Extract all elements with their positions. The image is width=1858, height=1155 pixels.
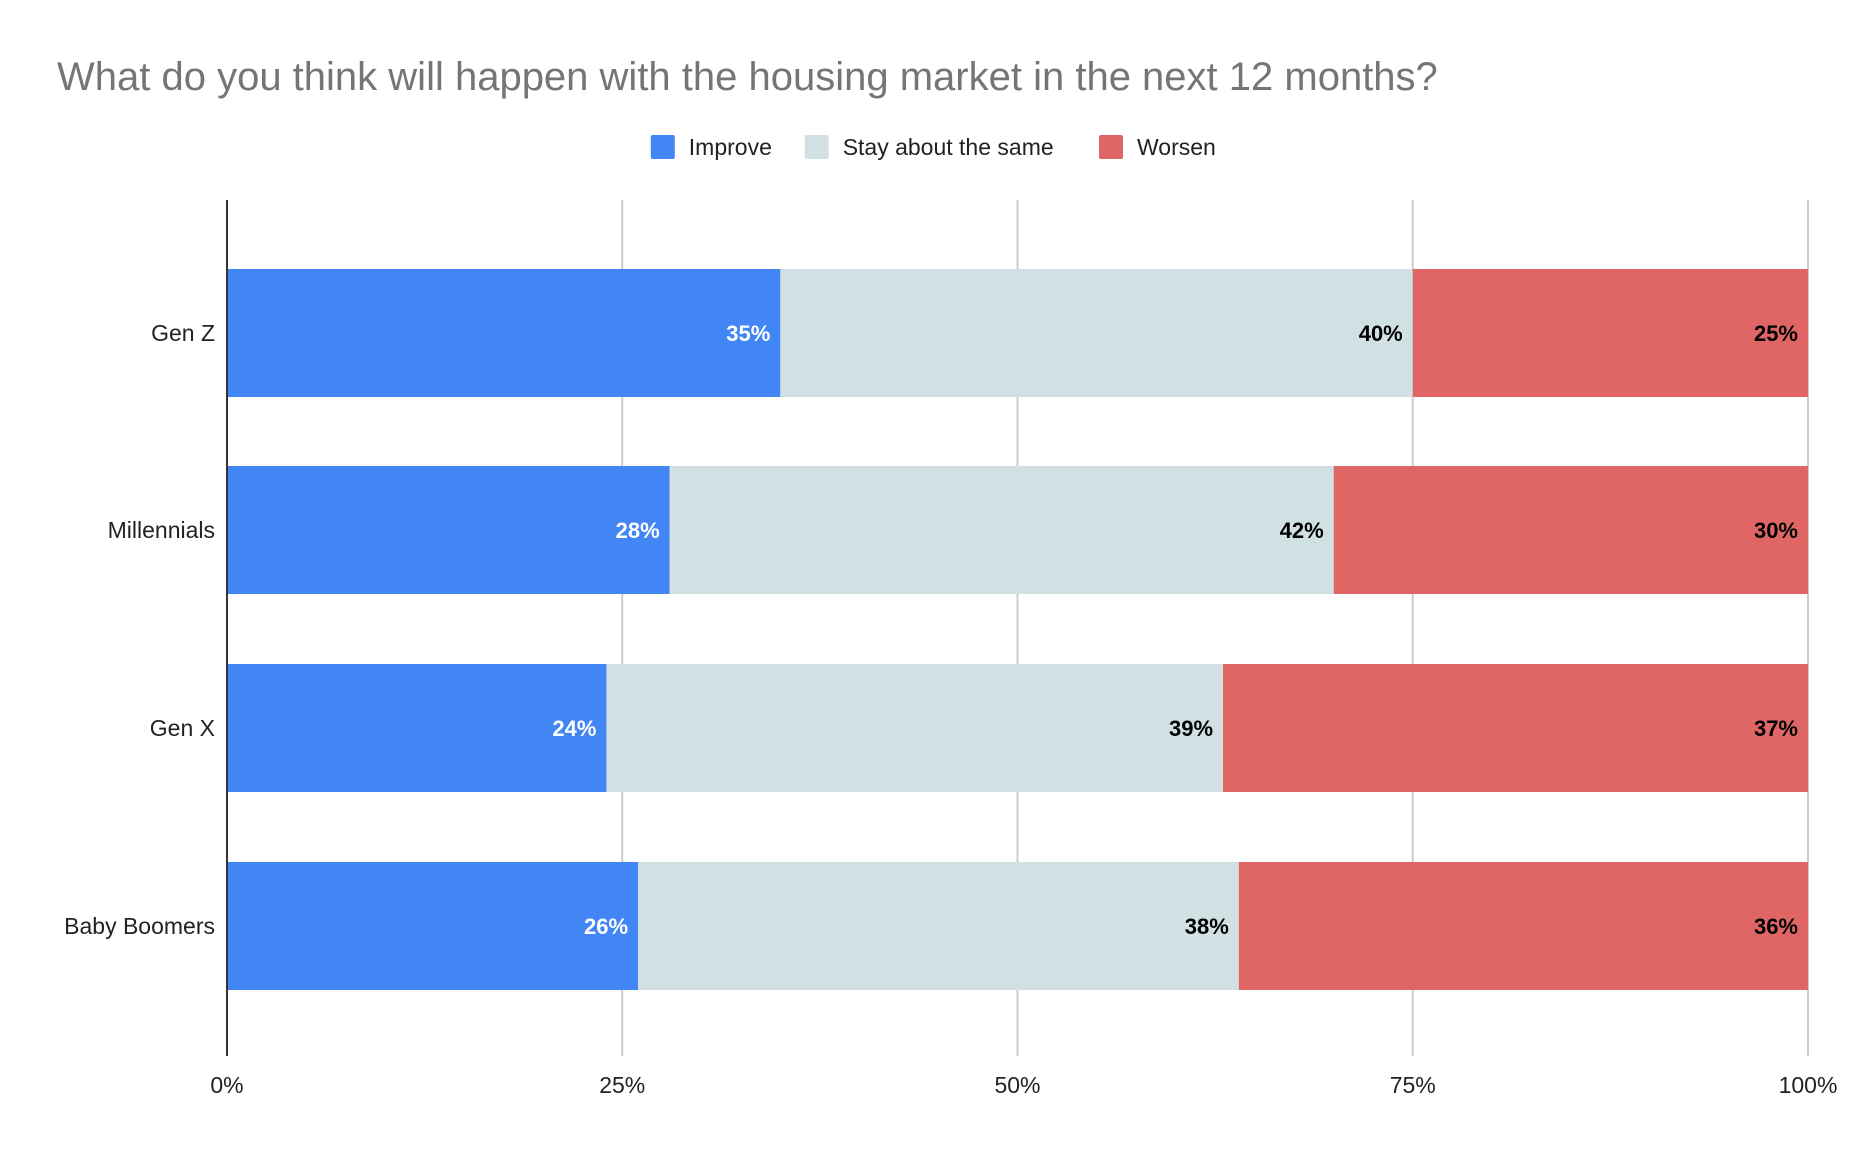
bars xyxy=(227,269,1808,990)
data-label-gen-x-worsen: 37% xyxy=(1754,716,1798,741)
data-label-baby-boomers-improve: 26% xyxy=(584,914,628,939)
x-axis-labels: 0% 25% 50% 75% 100% xyxy=(210,1072,1837,1098)
legend-swatch-worsen xyxy=(1099,135,1123,159)
bar-gen-x-worsen xyxy=(1223,664,1808,792)
data-labels: 35% 40% 25% 28% 42% 30% 24% 39% 37% 26% 38% 36% xyxy=(552,321,1798,939)
bar-gen-x-stay-about-the-same xyxy=(606,664,1224,792)
y-axis-labels: Gen Z Millennials Gen X Baby Boomers xyxy=(64,320,215,939)
data-label-gen-z-stay-about-the-same: 40% xyxy=(1359,321,1403,346)
category-label-gen-x: Gen X xyxy=(150,715,215,741)
chart-title: What do you think will happen with the h… xyxy=(57,55,1438,99)
bar-baby-boomers-stay-about-the-same xyxy=(638,862,1239,990)
x-tick-label-100: 100% xyxy=(1779,1072,1838,1098)
bar-gen-z-stay-about-the-same xyxy=(780,269,1413,397)
data-label-millennials-improve: 28% xyxy=(616,518,660,543)
legend: Improve Stay about the same Worsen xyxy=(650,134,1216,160)
data-label-millennials-worsen: 30% xyxy=(1754,518,1798,543)
bar-millennials-improve xyxy=(227,466,670,594)
data-label-baby-boomers-stay-about-the-same: 38% xyxy=(1185,914,1229,939)
legend-swatch-improve xyxy=(650,135,675,159)
bar-baby-boomers-improve xyxy=(227,862,639,990)
legend-label-stay-about-the-same: Stay about the same xyxy=(843,134,1054,160)
bar-gen-z-worsen xyxy=(1412,269,1808,397)
bar-millennials-stay-about-the-same xyxy=(669,466,1334,594)
legend-label-improve: Improve xyxy=(689,134,772,160)
legend-swatch-stay-about-the-same xyxy=(804,135,829,159)
data-label-gen-x-improve: 24% xyxy=(552,716,596,741)
x-tick-label-50: 50% xyxy=(994,1072,1040,1098)
bar-baby-boomers-worsen xyxy=(1238,862,1808,990)
bar-gen-x-improve xyxy=(227,664,607,792)
data-label-gen-z-worsen: 25% xyxy=(1754,321,1798,346)
category-label-gen-z: Gen Z xyxy=(151,320,215,346)
data-label-gen-z-improve: 35% xyxy=(726,321,770,346)
x-tick-label-25: 25% xyxy=(599,1072,645,1098)
bar-millennials-worsen xyxy=(1333,466,1808,594)
x-tick-label-0: 0% xyxy=(210,1072,243,1098)
legend-label-worsen: Worsen xyxy=(1137,134,1216,160)
category-label-millennials: Millennials xyxy=(108,517,215,543)
x-tick-label-75: 75% xyxy=(1390,1072,1436,1098)
category-label-baby-boomers: Baby Boomers xyxy=(64,913,215,939)
data-label-baby-boomers-worsen: 36% xyxy=(1754,914,1798,939)
data-label-millennials-stay-about-the-same: 42% xyxy=(1280,518,1324,543)
bar-gen-z-improve xyxy=(227,269,781,397)
data-label-gen-x-stay-about-the-same: 39% xyxy=(1169,716,1213,741)
